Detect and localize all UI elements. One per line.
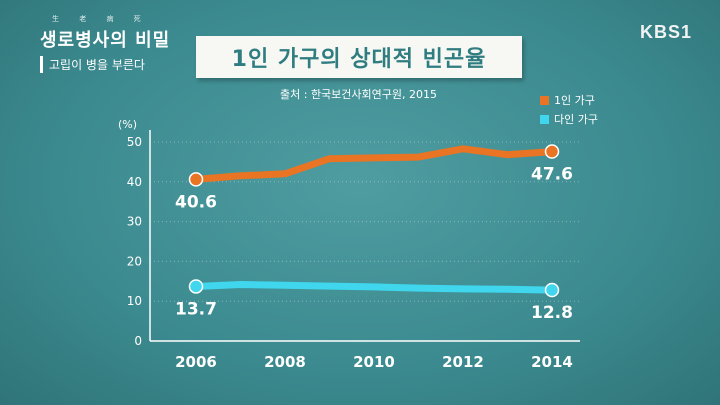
legend-swatch-single — [540, 95, 549, 105]
show-name: 생로병사의 비밀 — [40, 30, 171, 51]
legend-label-multi: 다인 가구 — [554, 113, 598, 126]
x-tick-label: 2012 — [442, 353, 484, 371]
chart-title-box: 1인 가구의 상대적 빈곤율 — [196, 36, 522, 78]
data-label: 47.6 — [531, 165, 573, 185]
series-line-1 — [192, 281, 556, 294]
data-point-marker — [188, 172, 204, 187]
x-tick-label: 2008 — [264, 353, 306, 371]
y-tick-label: 50 — [127, 135, 142, 149]
show-tagline: 고립이 병을 부른다 — [40, 56, 180, 73]
data-label: 40.6 — [175, 192, 217, 212]
x-tick-label: 2006 — [175, 353, 217, 371]
y-tick-label: 0 — [134, 334, 142, 348]
x-tick-label: 2010 — [353, 353, 395, 371]
legend-label-single: 1인 가구 — [554, 94, 595, 107]
data-point-marker — [544, 144, 560, 159]
data-point-marker — [544, 282, 560, 298]
y-tick-label: 10 — [127, 294, 142, 308]
y-tick-label: 40 — [127, 175, 142, 189]
y-tick-label: 20 — [127, 254, 142, 268]
legend-item-single: 1인 가구 — [540, 92, 598, 108]
channel-logo: KBS1 — [639, 22, 692, 42]
data-point-marker — [188, 279, 204, 294]
legend-swatch-multi — [540, 114, 549, 124]
chart-legend: 1인 가구 다인 가구 — [540, 92, 598, 130]
data-label: 12.8 — [531, 303, 573, 323]
chart-title: 1인 가구의 상대적 빈곤율 — [231, 47, 487, 72]
chart-source: 출처 : 한국보건사회연구원, 2015 — [280, 88, 438, 101]
show-subtitle-hanja: 生 老 病 死 — [52, 15, 150, 23]
y-tick-label: 30 — [127, 215, 142, 229]
show-logo: 生 老 病 死 생로병사의 비밀 고립이 병을 부른다 — [40, 14, 180, 73]
x-tick-label: 2014 — [531, 353, 573, 371]
legend-item-multi: 다인 가구 — [540, 111, 598, 127]
series-line-0 — [192, 145, 556, 183]
data-label: 13.7 — [175, 299, 217, 319]
y-axis-unit: (%) — [118, 118, 137, 131]
